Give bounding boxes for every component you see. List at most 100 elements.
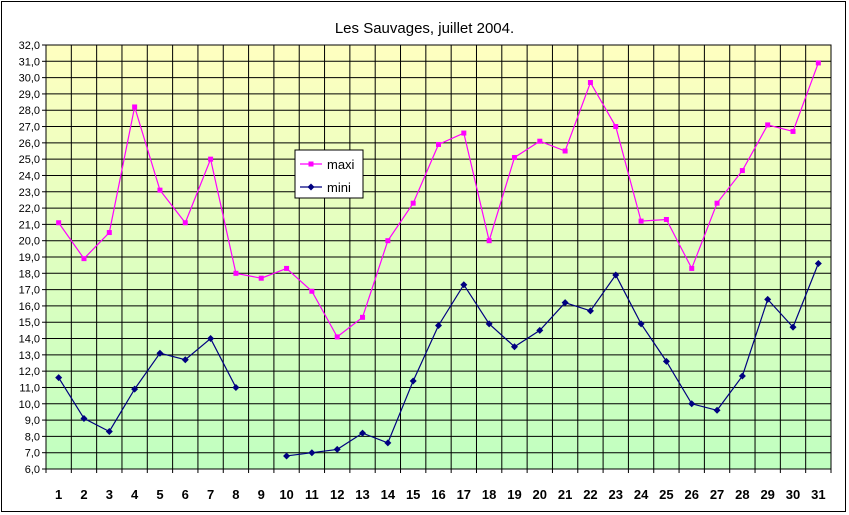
- y-tick-label: 22,0: [19, 203, 40, 215]
- legend-maxi-label: maxi: [327, 157, 355, 172]
- series-mini-point: [283, 452, 291, 460]
- series-mini-point: [232, 383, 240, 391]
- x-tick-label: 2: [80, 487, 87, 502]
- series-mini-point: [612, 271, 620, 279]
- y-tick-label: 16,0: [19, 301, 40, 313]
- y-tick-label: 18,0: [19, 268, 40, 280]
- series-maxi-point: [765, 122, 771, 128]
- y-tick-label: 21,0: [19, 219, 40, 231]
- x-tick-label: 17: [457, 487, 471, 502]
- y-tick-label: 17,0: [19, 285, 40, 297]
- y-tick-label: 32,0: [19, 40, 40, 52]
- series-mini-point: [333, 445, 341, 453]
- series-maxi-point: [689, 265, 695, 271]
- x-tick-label: 6: [182, 487, 189, 502]
- y-tick-label: 8,0: [25, 431, 40, 443]
- series-maxi-point: [663, 216, 669, 222]
- series-maxi-point: [132, 104, 138, 110]
- x-tick-label: 28: [735, 487, 749, 502]
- series-maxi-point: [436, 141, 441, 147]
- series-mini-point: [586, 307, 594, 315]
- series-mini-point: [637, 320, 645, 328]
- series-mini-line: [58, 337, 237, 433]
- x-tick-label: 23: [609, 487, 623, 502]
- series-maxi-point: [385, 238, 391, 244]
- series-maxi-point: [81, 256, 87, 262]
- x-tick-label: 11: [305, 487, 319, 502]
- series-mini-point: [510, 343, 518, 351]
- plot-border: [45, 44, 832, 470]
- series-maxi-point: [233, 270, 239, 276]
- series-maxi-point: [638, 218, 644, 224]
- x-tick-label: 3: [106, 487, 113, 502]
- series-maxi-point: [790, 128, 796, 134]
- series-mini-point: [131, 385, 139, 393]
- x-tick-label: 14: [381, 487, 396, 502]
- series-maxi-point: [258, 275, 264, 281]
- series-mini-point: [55, 374, 63, 382]
- x-tick-label: 29: [760, 487, 774, 502]
- legend-mini-label: mini: [327, 180, 351, 195]
- series-maxi-point: [587, 80, 593, 86]
- series-maxi-point: [56, 220, 62, 226]
- series-mini-point: [536, 326, 544, 334]
- series-mini-point: [156, 349, 164, 357]
- x-tick-label: 13: [355, 487, 369, 502]
- y-tick-label: 31,0: [19, 56, 40, 68]
- y-tick-label: 9,0: [25, 415, 40, 427]
- y-tick-label: 28,0: [19, 105, 40, 117]
- series-mini-point: [561, 299, 569, 307]
- series-maxi-point: [284, 265, 290, 271]
- y-tick-label: 6,0: [25, 464, 40, 476]
- series-mini-point: [435, 321, 442, 329]
- x-tick-label: 4: [131, 487, 139, 502]
- series-mini-point: [738, 372, 746, 380]
- series-mini-point: [662, 357, 670, 365]
- x-tick-label: 10: [279, 487, 293, 502]
- series-mini-point: [814, 260, 822, 268]
- series-mini-point: [181, 356, 189, 364]
- series-maxi-point: [461, 130, 467, 136]
- x-tick-label: 20: [533, 487, 547, 502]
- series-maxi-point: [613, 124, 619, 130]
- y-tick-label: 15,0: [19, 317, 40, 329]
- series-maxi-point: [562, 148, 568, 154]
- legend-maxi-marker: [308, 161, 314, 167]
- x-tick-label: 1: [55, 487, 62, 502]
- y-tick-label: 19,0: [19, 252, 40, 264]
- series-maxi-point: [157, 187, 163, 193]
- x-tick-label: 15: [406, 487, 420, 502]
- series-maxi-point: [739, 168, 745, 174]
- x-tick-label: 18: [482, 487, 496, 502]
- x-tick-label: 5: [156, 487, 163, 502]
- x-tick-label: 9: [258, 487, 265, 502]
- series-maxi-point: [714, 200, 720, 206]
- legend-mini-marker: [307, 183, 315, 191]
- series-mini-point: [359, 429, 367, 437]
- legend-box: [294, 149, 364, 199]
- series-maxi-point: [309, 288, 315, 294]
- series-mini-point: [713, 406, 721, 414]
- series-mini-point: [789, 323, 797, 331]
- y-tick-label: 7,0: [25, 448, 40, 460]
- series-maxi-point: [815, 60, 821, 66]
- series-mini-point: [485, 320, 493, 328]
- series-mini-point: [409, 377, 417, 385]
- x-tick-label: 19: [507, 487, 521, 502]
- x-tick-label: 25: [659, 487, 673, 502]
- series-mini-point: [460, 281, 468, 289]
- series-mini-point: [105, 427, 113, 435]
- x-tick-label: 31: [811, 487, 825, 502]
- series-maxi-point: [537, 138, 543, 144]
- y-tick-label: 24,0: [19, 170, 40, 182]
- y-tick-label: 12,0: [19, 366, 40, 378]
- series-maxi-point: [511, 155, 517, 161]
- series-maxi-point: [486, 238, 492, 244]
- series-mini-point: [384, 439, 392, 447]
- series-mini-point: [207, 335, 215, 343]
- y-tick-label: 26,0: [19, 138, 40, 150]
- x-tick-label: 8: [232, 487, 239, 502]
- x-tick-label: 16: [431, 487, 445, 502]
- series-mini-line: [286, 263, 819, 457]
